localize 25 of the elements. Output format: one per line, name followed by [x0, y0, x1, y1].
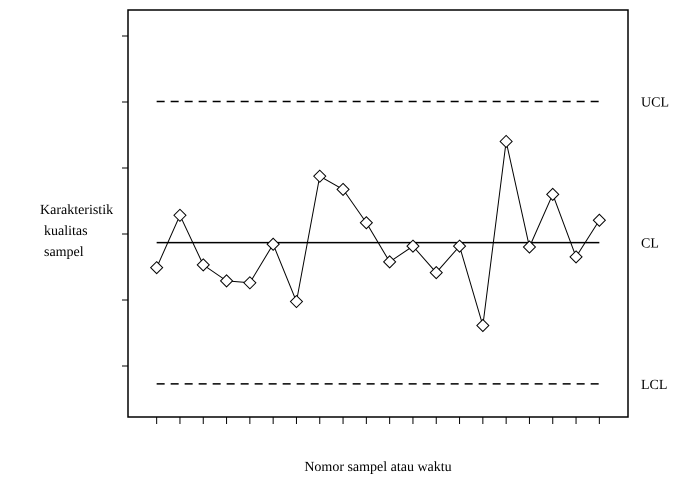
point	[150, 261, 164, 274]
x-axis-title: Nomor sampel atau waktu	[304, 460, 452, 475]
point	[220, 274, 234, 288]
point	[173, 208, 186, 222]
point	[196, 258, 210, 272]
point	[476, 319, 490, 332]
point	[243, 276, 256, 290]
ref-line-label: CL	[641, 236, 659, 252]
point	[453, 240, 466, 253]
ref-line-label: LCL	[641, 378, 668, 393]
point	[290, 295, 303, 308]
point	[383, 255, 396, 268]
point	[266, 238, 280, 251]
point	[360, 216, 373, 230]
point	[546, 188, 560, 201]
point	[336, 182, 350, 196]
ref-line-label: UCL	[641, 95, 669, 110]
point	[592, 214, 606, 227]
point	[500, 134, 513, 148]
y-axis-title: Karakteristik kualitas sampel	[40, 203, 114, 260]
point	[522, 240, 536, 254]
point	[313, 170, 326, 183]
point	[570, 250, 583, 264]
point	[406, 240, 420, 253]
point	[430, 266, 443, 280]
